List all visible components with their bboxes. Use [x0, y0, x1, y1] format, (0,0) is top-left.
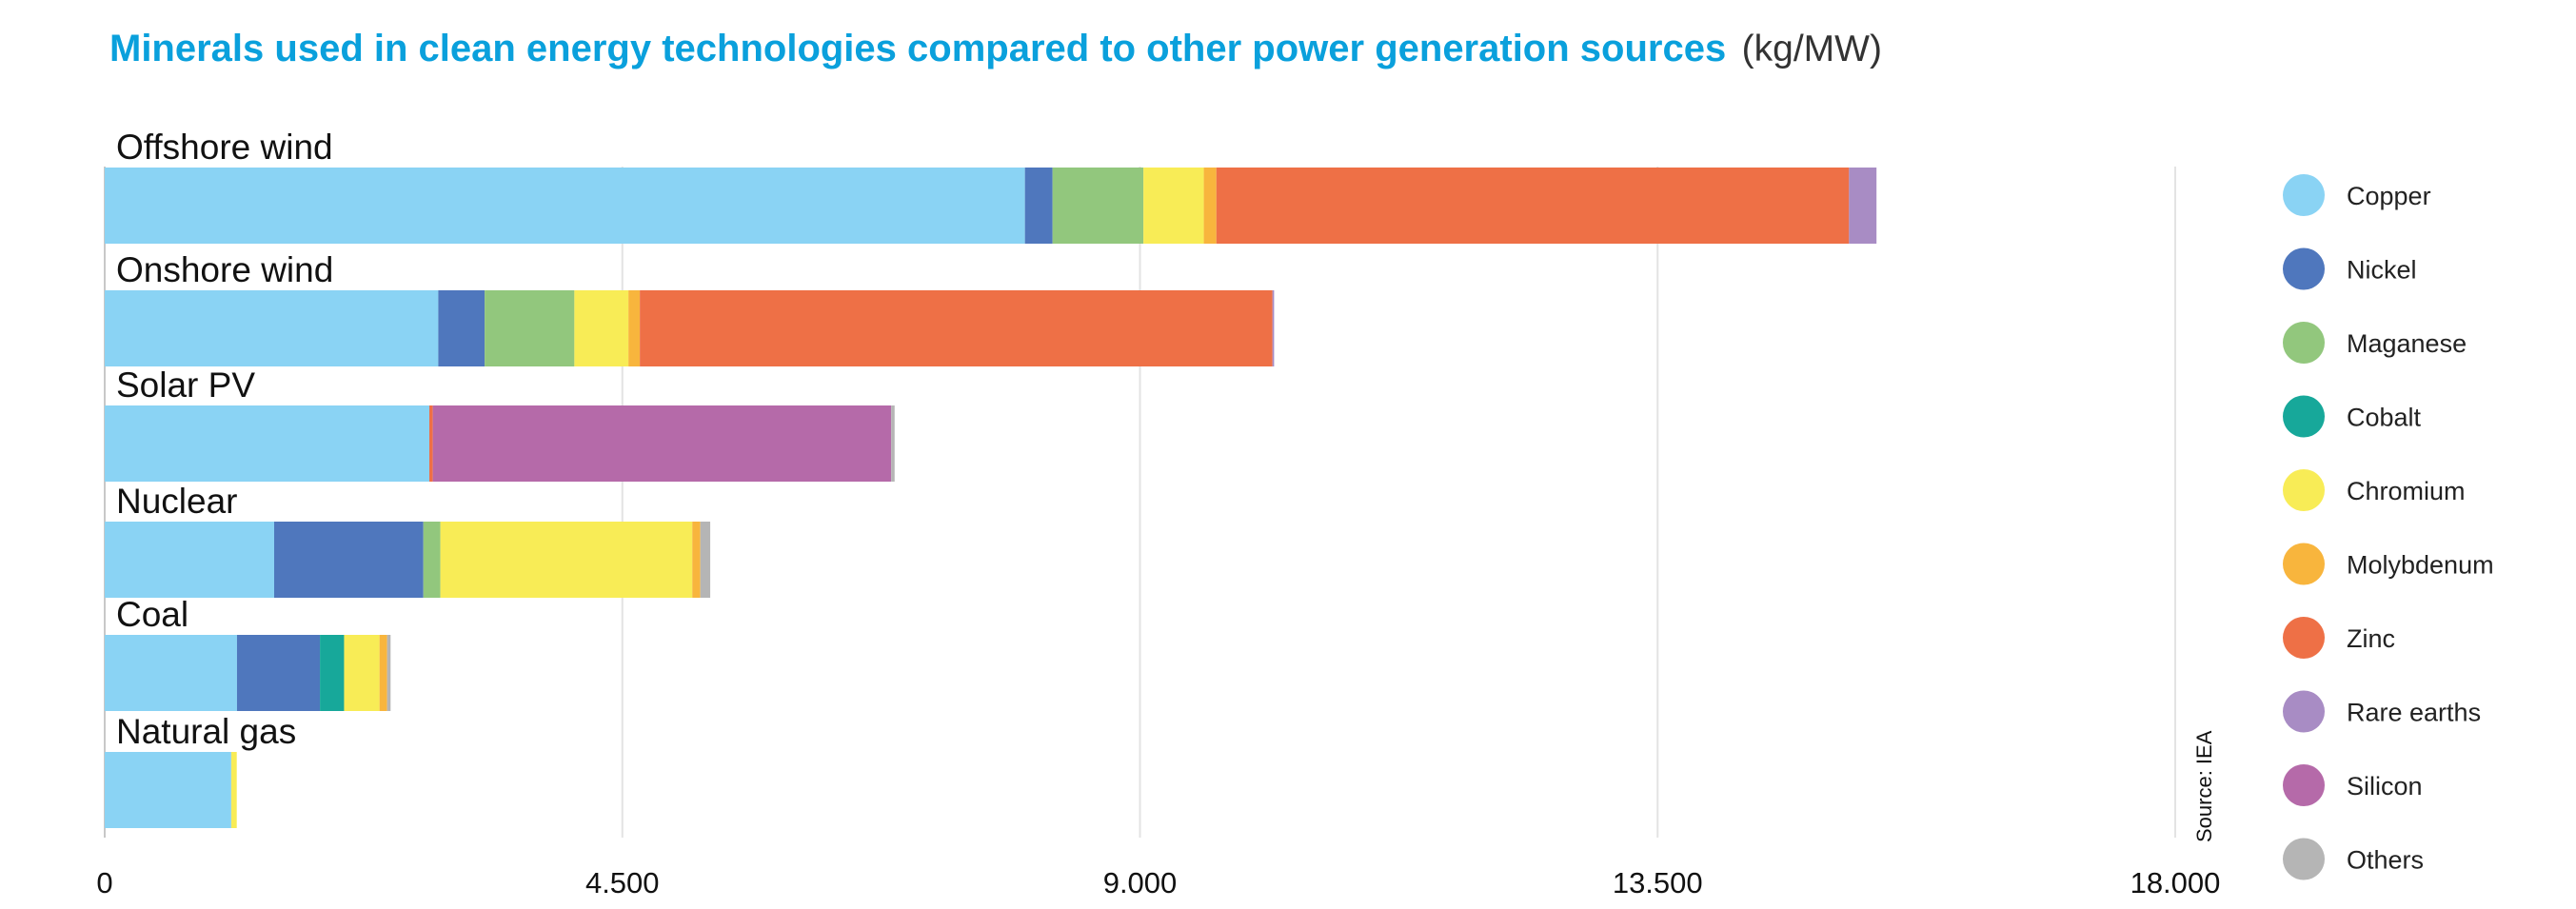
bar-segment-rare-earths: [1272, 290, 1275, 366]
x-tick-label: 13.500: [1613, 866, 1703, 899]
legend-swatch: [2283, 690, 2325, 733]
bar-segment-molybdenum: [379, 635, 387, 711]
bar-segment-nickel: [236, 635, 321, 711]
bar-segment-silicon: [432, 405, 892, 482]
x-tick-label: 9.000: [1103, 866, 1178, 899]
category-label: Onshore wind: [116, 250, 333, 289]
bar-segment-others: [891, 405, 895, 482]
legend-label: Nickel: [2347, 256, 2417, 285]
bar-segment-nickel: [273, 522, 424, 598]
category-label: Natural gas: [116, 712, 296, 751]
x-axis-ticks: 0 4.500 9.000 13.500 18.000: [96, 866, 2220, 899]
bar-segment-others: [386, 635, 391, 711]
legend-swatch: [2283, 322, 2325, 364]
legend-label: Zinc: [2347, 624, 2395, 653]
legend-label: Rare earths: [2347, 699, 2481, 727]
x-tick-label: 0: [96, 866, 112, 899]
category-labels: Offshore wind Onshore wind Solar PV Nuclear…: [116, 128, 333, 751]
x-tick-label: 4.500: [585, 866, 660, 899]
legend-label: Chromium: [2347, 477, 2466, 505]
bar-segment-zinc: [640, 290, 1273, 366]
bar-segment-chromium: [344, 635, 380, 711]
category-label: Solar PV: [116, 366, 255, 405]
bar-segment-molybdenum: [628, 290, 641, 366]
bar-segment-molybdenum: [1203, 168, 1217, 244]
bar-segment-nickel: [438, 290, 485, 366]
bar-segment-zinc: [428, 405, 433, 482]
bars: [105, 168, 1877, 828]
chart-title-main: Minerals used in clean energy technologi…: [109, 28, 1726, 69]
x-tick-label: 18.000: [2130, 866, 2221, 899]
bar-segment-molybdenum: [692, 522, 701, 598]
bar-segment-zinc: [1216, 168, 1850, 244]
bar-segment-copper: [105, 405, 429, 482]
bar-segment-chromium: [440, 522, 693, 598]
chart-title-unit: (kg/MW): [1742, 29, 1882, 69]
legend-swatch: [2283, 838, 2325, 880]
source-label: Source: IEA: [2192, 730, 2216, 842]
bar-segment-chromium: [574, 290, 629, 366]
bar-segment-maganese: [423, 522, 441, 598]
legend-label: Others: [2347, 846, 2424, 875]
bar-segment-cobalt: [320, 635, 345, 711]
bar-segment-chromium: [1143, 168, 1204, 244]
bar-segment-copper: [105, 752, 231, 828]
legend-swatch: [2283, 543, 2325, 585]
legend-swatch: [2283, 395, 2325, 438]
bar-segment-others: [700, 522, 711, 598]
bar-segment-copper: [105, 290, 439, 366]
legend-swatch: [2283, 174, 2325, 216]
bar-segment-chromium: [230, 752, 237, 828]
legend-label: Cobalt: [2347, 404, 2422, 432]
legend-label: Maganese: [2347, 329, 2467, 358]
bar-segment-copper: [105, 168, 1025, 244]
legend: Copper Nickel Maganese Cobalt Chromium Molybd…: [2283, 174, 2494, 880]
bar-segment-copper: [105, 635, 237, 711]
legend-label: Copper: [2347, 182, 2431, 210]
category-label: Nuclear: [116, 482, 238, 521]
chart-title: Minerals used in clean energy technologi…: [109, 28, 1882, 69]
category-label: Offshore wind: [116, 128, 333, 167]
category-label: Coal: [116, 595, 188, 634]
bar-segment-copper: [105, 522, 274, 598]
legend-swatch: [2283, 617, 2325, 659]
bar-segment-nickel: [1024, 168, 1053, 244]
legend-swatch: [2283, 764, 2325, 806]
legend-label: Silicon: [2347, 772, 2423, 800]
gridlines: [104, 167, 2176, 838]
bar-segment-rare-earths: [1849, 168, 1877, 244]
bar-segment-maganese: [485, 290, 575, 366]
legend-label: Molybdenum: [2347, 551, 2494, 580]
legend-swatch: [2283, 247, 2325, 290]
legend-swatch: [2283, 469, 2325, 511]
bar-segment-maganese: [1052, 168, 1144, 244]
